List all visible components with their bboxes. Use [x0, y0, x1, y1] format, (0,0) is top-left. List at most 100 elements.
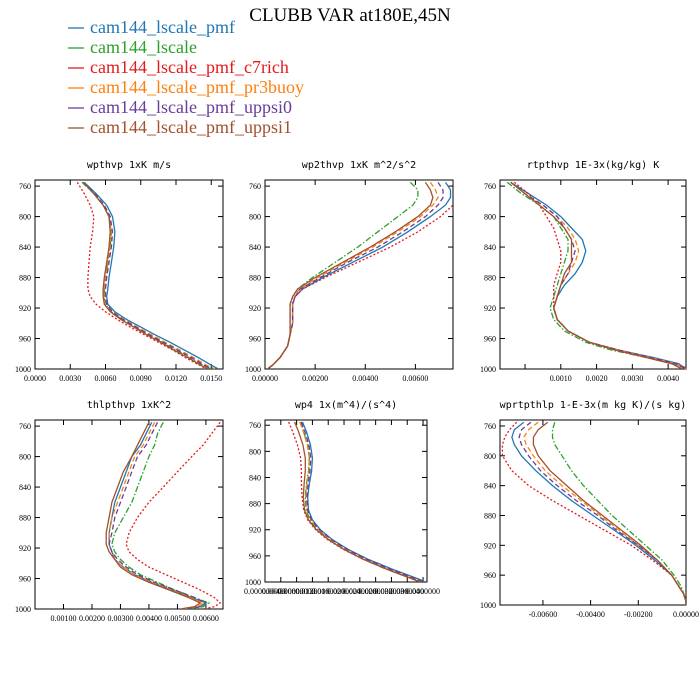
panel-title: wp4 1x(m^4)/(s^4)	[295, 400, 397, 411]
series-line	[267, 181, 444, 369]
chart-panel: wpthvp 1xK m/s76080084088092096010000.00…	[15, 160, 224, 383]
y-tick-label: 800	[249, 213, 261, 222]
y-tick-label: 800	[484, 452, 496, 461]
y-tick-label: 920	[484, 541, 496, 550]
y-tick-label: 880	[484, 274, 496, 283]
y-tick-label: 1000	[245, 578, 261, 587]
y-tick-label: 960	[19, 575, 31, 584]
x-tick-label: -0.00400	[576, 610, 605, 619]
y-tick-label: 960	[249, 335, 261, 344]
y-tick-label: 920	[19, 304, 31, 313]
legend-entry: cam144_lscale_pmf_pr3buoy	[90, 77, 304, 97]
y-tick-label: 1000	[480, 601, 496, 610]
series-line	[518, 421, 686, 605]
x-tick-label: 0.00000	[673, 610, 699, 619]
legend-entry: cam144_lscale_pmf_c7rich	[90, 57, 289, 77]
y-tick-label: 920	[249, 304, 261, 313]
y-tick-label: 960	[19, 335, 31, 344]
x-tick-label: 0.0240000	[343, 587, 377, 596]
x-tick-label: 0.0200000	[327, 587, 361, 596]
x-tick-label: 0.0150	[200, 374, 222, 383]
series-line	[551, 422, 686, 605]
series-line	[510, 181, 683, 369]
series-line	[76, 181, 207, 369]
chart-panel: wprtpthlp 1-E-3x(m kg K)/(s kg) 760 800 840…	[480, 400, 699, 619]
x-tick-label: 0.00800000	[278, 587, 316, 596]
y-tick-label: 960	[249, 552, 261, 561]
y-tick-label: 960	[484, 335, 496, 344]
plot-frame	[34, 419, 224, 610]
series-line	[510, 181, 686, 369]
legend-entry: cam144_lscale	[90, 37, 197, 57]
series-line	[513, 181, 686, 369]
y-tick-label: 880	[484, 511, 496, 520]
series-line	[267, 181, 452, 369]
x-tick-label: 0.00600	[193, 614, 219, 623]
series-line	[523, 421, 686, 605]
series-line	[511, 421, 686, 605]
x-tick-label: 0.00400	[352, 374, 378, 383]
series-line	[82, 181, 210, 369]
y-tick-label: 920	[484, 304, 496, 313]
y-tick-label: 880	[249, 500, 261, 509]
legend: cam144_lscale_pmfcam144_lscalecam144_lsc…	[68, 17, 304, 137]
legend-entry: cam144_lscale_pmf	[90, 17, 235, 37]
y-tick-label: 1000	[480, 365, 496, 374]
x-tick-label: 0.0010	[550, 374, 572, 383]
panel-title: rtpthvp 1E-3x(kg/kg) K	[527, 160, 659, 171]
y-tick-label: 760	[249, 182, 261, 191]
y-tick-label: 840	[19, 483, 31, 492]
x-tick-label: 0.0360000	[390, 587, 424, 596]
y-tick-label: 920	[19, 544, 31, 553]
panel-title: wpthvp 1xK m/s	[87, 160, 171, 171]
y-tick-label: 880	[19, 514, 31, 523]
x-tick-label: 0.00200	[79, 614, 105, 623]
x-tick-label: -0.00600	[529, 610, 558, 619]
x-tick-label: 0.0120	[165, 374, 187, 383]
x-tick-label: 0.00300	[107, 614, 133, 623]
chart-panel: thlpthvp 1xK^2 760 800 840 880 920 960 1000 0.00…	[15, 400, 224, 623]
y-tick-label: 800	[19, 213, 31, 222]
y-tick-label: 840	[484, 243, 496, 252]
plot-frame	[264, 419, 428, 583]
x-tick-label: 0.00000	[252, 374, 278, 383]
y-tick-label: 1000	[15, 605, 31, 614]
series-line	[267, 181, 439, 369]
chart-panel: rtpthvp 1E-3x(kg/kg) K 760 800 840 880 920 960…	[480, 160, 687, 383]
x-tick-label: 0.0040	[657, 374, 679, 383]
series-line	[82, 181, 213, 369]
series-line	[125, 421, 222, 609]
legend-entry: cam144_lscale_pmf_uppsi0	[90, 97, 292, 117]
chart-panel: wp2thvp 1xK m^2/s^2 760 800 840 880 920 960 100…	[245, 160, 454, 383]
x-tick-label: 0.00600	[402, 374, 428, 383]
y-tick-label: 840	[484, 482, 496, 491]
y-tick-label: 760	[19, 422, 31, 431]
plot-frame	[34, 179, 224, 370]
y-tick-label: 800	[19, 453, 31, 462]
series-line	[267, 181, 434, 369]
y-tick-label: 880	[19, 274, 31, 283]
x-tick-label: 0.000000000	[244, 587, 286, 596]
y-tick-label: 760	[484, 422, 496, 431]
x-tick-label: 0.0000	[24, 374, 46, 383]
x-tick-label: 0.0120000	[295, 587, 329, 596]
series-line	[300, 421, 425, 582]
panels-group: wpthvp 1xK m/s76080084088092096010000.00…	[15, 160, 699, 623]
plot-frame	[264, 179, 454, 370]
series-line	[293, 421, 421, 582]
y-tick-label: 1000	[15, 365, 31, 374]
x-tick-label: 0.00100	[50, 614, 76, 623]
series-line	[506, 181, 683, 369]
x-tick-label: 0.0020	[586, 374, 608, 383]
series-line	[501, 421, 686, 605]
x-tick-label: -0.00200	[624, 610, 653, 619]
series-line	[299, 421, 423, 582]
y-tick-label: 960	[484, 571, 496, 580]
series-line	[105, 422, 202, 609]
y-tick-label: 1000	[245, 365, 261, 374]
series-line	[510, 181, 686, 369]
series-line	[83, 181, 219, 369]
y-tick-label: 840	[249, 473, 261, 482]
series-line	[301, 421, 426, 582]
